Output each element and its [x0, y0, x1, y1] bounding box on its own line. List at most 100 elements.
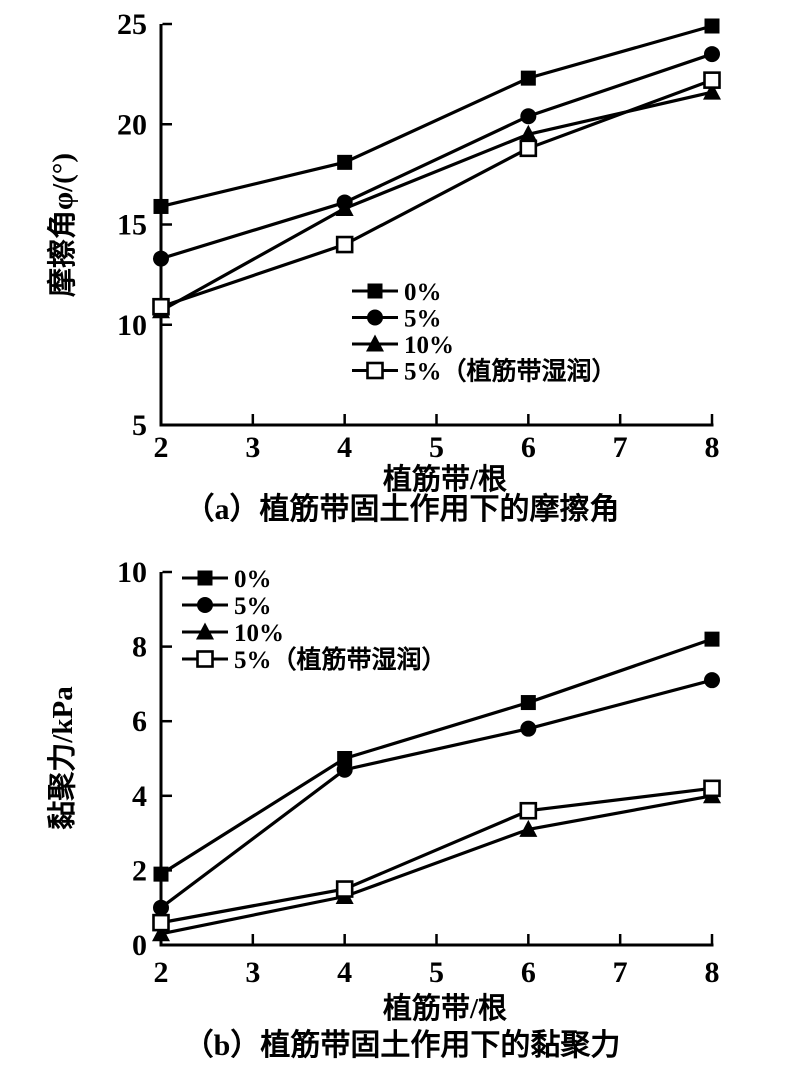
legend-label: 0% [234, 566, 272, 593]
legend-item: 10% [182, 620, 284, 647]
chart-a: 5 10 15 20 25 2 3 4 5 6 7 8 0%5%10%5%（植筋带湿润） 植筋带/根 摩… [45, 8, 721, 526]
marker-filled-triangle [703, 82, 721, 100]
marker-filled-circle [153, 250, 169, 267]
marker-filled-circle [704, 672, 720, 689]
marker-filled-square [704, 631, 720, 647]
marker-filled-triangle [519, 124, 538, 142]
y-tick-label: 25 [117, 8, 147, 41]
legend-label: 5%（植筋带湿润） [234, 645, 447, 674]
y-tick-label: 4 [132, 780, 147, 813]
legend-label: 5% [404, 306, 442, 333]
y-tick-label: 20 [117, 108, 147, 141]
marker-open-square [335, 880, 354, 898]
marker-open-square [703, 71, 721, 89]
x-tick-label: 7 [613, 431, 628, 464]
x-tick-label: 3 [245, 431, 260, 464]
series-5%（植筋带湿润） [152, 779, 721, 932]
legend-label: 5% [234, 593, 272, 620]
marker-open-square [152, 297, 170, 316]
marker-open-square [335, 235, 354, 254]
x-tick-label: 2 [154, 431, 169, 464]
series-5% [153, 46, 720, 267]
legend-item: 5% [182, 593, 272, 620]
chart-b-caption: （b）植筋带固土作用下的黏聚力 [184, 1028, 621, 1062]
marker-filled-circle [197, 597, 213, 613]
series-line [160, 794, 713, 936]
y-tick-label: 8 [132, 631, 147, 664]
chart-a-x-axis-label: 植筋带/根 [383, 462, 507, 496]
legend: 0%5%10%5%（植筋带湿润） [352, 279, 617, 386]
legend-item: 10% [352, 332, 454, 359]
legend-label: 5%（植筋带湿润） [404, 357, 617, 386]
series-10% [152, 786, 721, 942]
x-tick-label: 6 [521, 431, 536, 464]
marker-filled-square [704, 18, 720, 34]
marker-open-square [366, 361, 384, 380]
marker-filled-triangle [196, 622, 214, 640]
chart-a-plot: 5 10 15 20 25 2 3 4 5 6 7 8 0%5%10%5%（植筋带湿润） [117, 8, 721, 464]
marker-filled-circle [520, 108, 537, 125]
legend: 0%5%10%5%（植筋带湿润） [182, 566, 447, 674]
marker-filled-square [520, 695, 536, 711]
series-0% [153, 18, 720, 214]
series-line [160, 78, 713, 309]
x-tick-label: 5 [429, 956, 444, 989]
x-tick-label: 2 [154, 956, 169, 989]
marker-filled-square [520, 70, 536, 86]
marker-filled-square [337, 154, 353, 170]
series-0% [153, 631, 720, 882]
series-line [160, 786, 713, 925]
y-tick-label: 10 [117, 556, 147, 589]
marker-filled-square [153, 866, 169, 882]
legend-label: 0% [404, 279, 442, 306]
marker-filled-circle [367, 309, 383, 326]
series-line [160, 24, 713, 209]
marker-filled-circle [520, 720, 537, 737]
y-tick-label: 2 [132, 854, 147, 887]
marker-open-square [196, 650, 214, 668]
y-tick-label: 10 [117, 309, 147, 342]
x-tick-label: 8 [705, 431, 720, 464]
x-tick-label: 4 [337, 431, 352, 464]
series-5%（植筋带湿润） [152, 71, 721, 316]
chart-a-caption: （a）植筋带固土作用下的摩擦角 [185, 492, 620, 526]
series-line [160, 52, 713, 261]
y-tick-label: 15 [117, 209, 147, 242]
legend-item: 5%（植筋带湿润） [182, 645, 447, 674]
y-tick-label: 0 [132, 929, 147, 962]
series-5% [153, 672, 720, 916]
y-tick-label: 5 [132, 409, 147, 442]
legend-item: 5% [352, 306, 442, 333]
chart-a-y-axis-label: 摩擦角φ/(°) [45, 153, 79, 297]
marker-filled-square [367, 283, 383, 299]
x-tick-label: 5 [429, 431, 444, 464]
marker-filled-triangle [152, 924, 170, 942]
marker-open-square [519, 139, 538, 158]
marker-filled-triangle [519, 819, 538, 837]
marker-filled-square [197, 570, 213, 586]
marker-open-square [152, 913, 170, 932]
x-tick-label: 4 [337, 956, 352, 989]
marker-filled-circle [704, 46, 720, 63]
marker-filled-triangle [335, 198, 354, 216]
x-tick-label: 6 [521, 956, 536, 989]
y-tick-label: 6 [132, 705, 147, 738]
legend-item: 0% [182, 566, 272, 593]
axes: 5 10 15 20 25 2 3 4 5 6 7 8 [117, 8, 720, 464]
marker-filled-triangle [366, 334, 384, 352]
x-tick-label: 7 [613, 956, 628, 989]
series-line [160, 678, 713, 909]
legend-label: 10% [404, 332, 454, 359]
x-tick-label: 8 [705, 956, 720, 989]
legend-item: 5%（植筋带湿润） [352, 357, 617, 386]
legend-item: 0% [352, 279, 442, 306]
marker-open-square [519, 801, 538, 820]
series-line [160, 637, 713, 876]
legend-label: 10% [234, 620, 284, 647]
marker-open-square [703, 779, 721, 798]
marker-filled-square [337, 751, 353, 766]
